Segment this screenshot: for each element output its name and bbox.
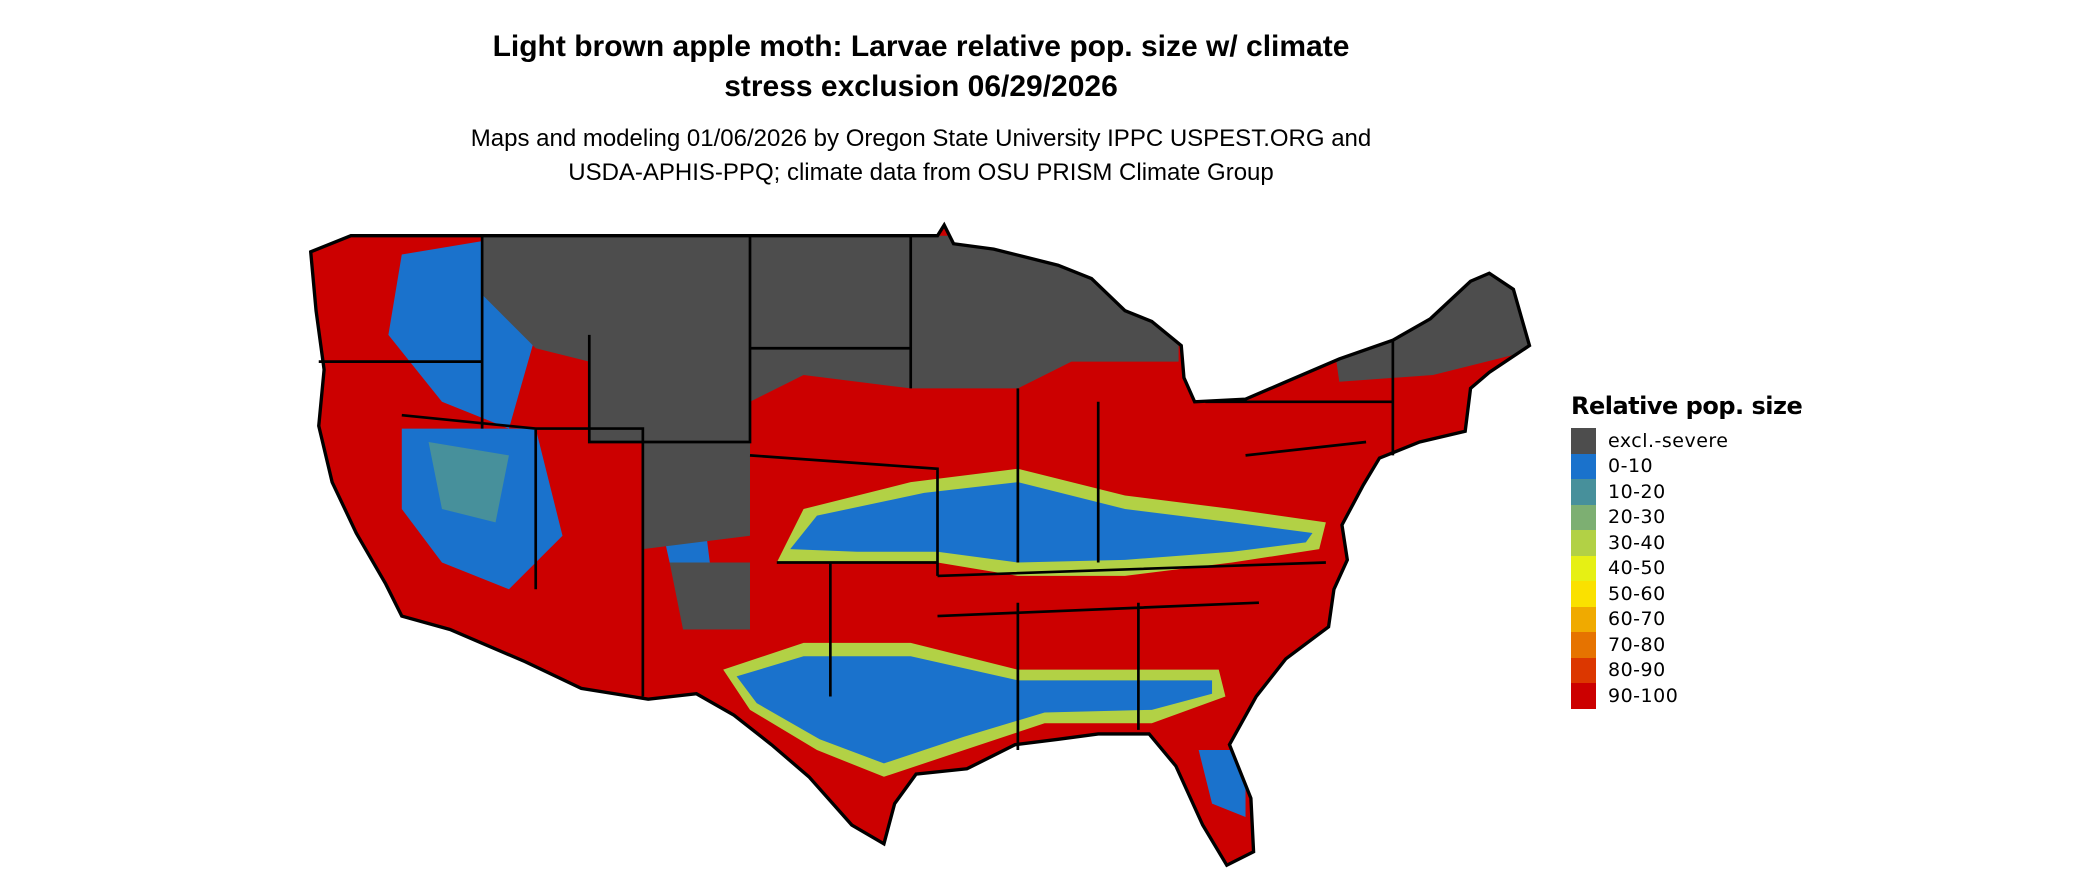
legend-label: 40-50 xyxy=(1608,557,1666,580)
region-0-10-gulf xyxy=(736,656,1213,764)
region-0-10-florida xyxy=(1198,750,1246,817)
legend-item: 60-70 xyxy=(1571,606,1802,632)
legend-swatch xyxy=(1571,530,1596,556)
legend-swatch xyxy=(1571,504,1596,530)
legend-swatch xyxy=(1571,453,1596,479)
subtitle-line-1: Maps and modeling 01/06/2026 by Oregon S… xyxy=(470,125,1372,152)
legend-label: 80-90 xyxy=(1608,659,1666,682)
legend-item: 50-60 xyxy=(1571,581,1802,607)
map-title: Light brown apple moth: Larvae relative … xyxy=(321,27,1521,107)
legend-item: 20-30 xyxy=(1571,504,1802,530)
legend-label: 60-70 xyxy=(1608,608,1666,631)
legend-item: 90-100 xyxy=(1571,683,1802,709)
legend-label: 0-10 xyxy=(1608,455,1654,478)
legend-swatch xyxy=(1571,657,1596,683)
title-line-1: Light brown apple moth: Larvae relative … xyxy=(492,30,1350,63)
legend-label: 10-20 xyxy=(1608,480,1666,503)
legend-title: Relative pop. size xyxy=(1571,392,1803,420)
legend-label: 20-30 xyxy=(1608,506,1666,529)
subtitle-line-2: USDA-APHIS-PPQ; climate data from OSU PR… xyxy=(568,159,1274,186)
legend: Relative pop. size excl.-severe 0-10 10-20… xyxy=(1571,392,1803,709)
legend-items: excl.-severe 0-10 10-20 20-30 30-40 40-50 50-6… xyxy=(1571,428,1802,709)
legend-item: 80-90 xyxy=(1571,657,1802,683)
legend-label: 90-100 xyxy=(1608,684,1679,707)
state-borders xyxy=(309,223,1532,867)
legend-swatch xyxy=(1571,581,1596,607)
legend-swatch xyxy=(1571,683,1596,709)
legend-item: 40-50 xyxy=(1571,555,1802,581)
legend-swatch xyxy=(1571,632,1596,658)
legend-item: 10-20 xyxy=(1571,479,1802,505)
legend-swatch xyxy=(1571,555,1596,581)
legend-swatch xyxy=(1571,479,1596,505)
region-excluded-northeast xyxy=(1332,254,1530,382)
region-excluded xyxy=(482,235,1179,550)
legend-label: 50-60 xyxy=(1608,582,1666,605)
map-subtitle: Maps and modeling 01/06/2026 by Oregon S… xyxy=(321,122,1521,190)
title-line-2: stress exclusion 06/29/2026 xyxy=(724,70,1118,103)
legend-swatch xyxy=(1571,428,1596,454)
region-10-20-great-basin xyxy=(428,441,509,523)
legend-item: 70-80 xyxy=(1571,632,1802,658)
legend-label: 30-40 xyxy=(1608,531,1666,554)
legend-swatch xyxy=(1571,606,1596,632)
region-excluded-newmexico xyxy=(669,562,750,630)
legend-label: 70-80 xyxy=(1608,633,1666,656)
region-0-10-central xyxy=(790,482,1313,563)
legend-item: excl.-severe xyxy=(1571,428,1802,454)
legend-item: 30-40 xyxy=(1571,530,1802,556)
legend-item: 0-10 xyxy=(1571,453,1802,479)
legend-label: excl.-severe xyxy=(1608,429,1729,452)
